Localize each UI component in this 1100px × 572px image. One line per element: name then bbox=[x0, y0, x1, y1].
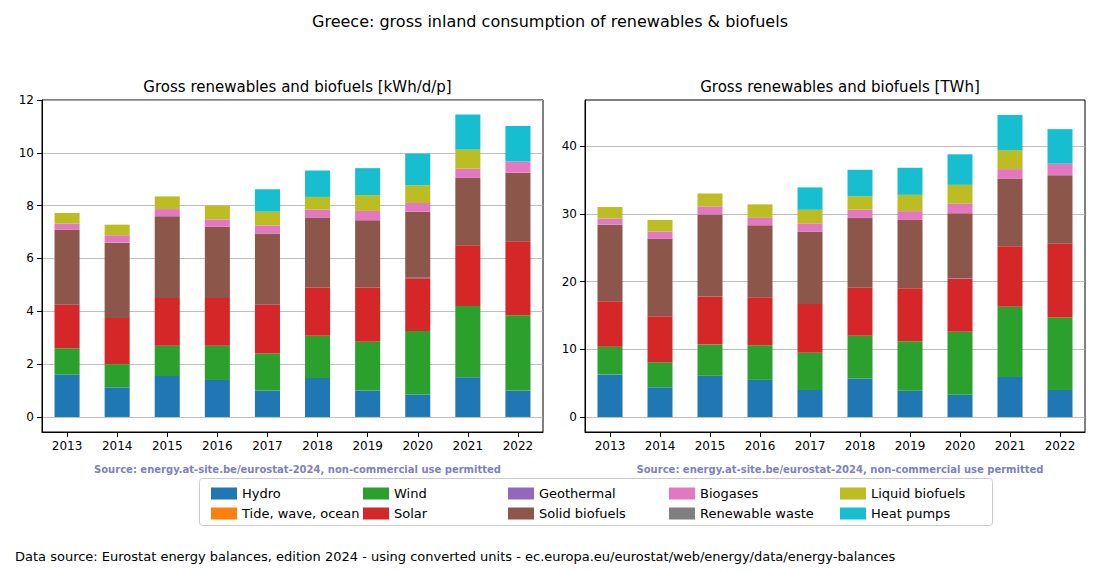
svg-text:10: 10 bbox=[562, 342, 577, 356]
svg-text:Gross renewables and biofuels: Gross renewables and biofuels [TWh] bbox=[700, 78, 980, 96]
svg-text:12: 12 bbox=[19, 93, 34, 107]
svg-text:2018: 2018 bbox=[302, 439, 333, 453]
svg-text:Hydro: Hydro bbox=[242, 486, 281, 501]
svg-text:6: 6 bbox=[26, 251, 34, 265]
svg-text:2019: 2019 bbox=[895, 439, 926, 453]
svg-text:Gross renewables and biofuels: Gross renewables and biofuels [kWh/d/p] bbox=[143, 78, 451, 96]
svg-text:Greece: gross inland consumpti: Greece: gross inland consumption of rene… bbox=[312, 12, 788, 31]
svg-text:Data source: Eurostat energy b: Data source: Eurostat energy balances, e… bbox=[15, 549, 896, 564]
svg-text:Wind: Wind bbox=[394, 486, 427, 501]
svg-text:2013: 2013 bbox=[595, 439, 626, 453]
svg-text:2022: 2022 bbox=[503, 439, 534, 453]
svg-text:2021: 2021 bbox=[995, 439, 1026, 453]
svg-text:2014: 2014 bbox=[102, 439, 133, 453]
svg-text:2022: 2022 bbox=[1045, 439, 1076, 453]
svg-text:Liquid biofuels: Liquid biofuels bbox=[871, 486, 966, 501]
svg-text:2013: 2013 bbox=[52, 439, 83, 453]
svg-text:0: 0 bbox=[569, 410, 577, 424]
svg-text:2018: 2018 bbox=[845, 439, 876, 453]
svg-text:Solid biofuels: Solid biofuels bbox=[539, 506, 626, 521]
svg-text:8: 8 bbox=[26, 199, 34, 213]
svg-text:10: 10 bbox=[19, 146, 34, 160]
svg-text:2016: 2016 bbox=[202, 439, 233, 453]
svg-text:2020: 2020 bbox=[945, 439, 976, 453]
svg-text:2015: 2015 bbox=[152, 439, 183, 453]
svg-text:2016: 2016 bbox=[745, 439, 776, 453]
svg-text:Source: energy.at-site.be/euro: Source: energy.at-site.be/eurostat-2024,… bbox=[637, 464, 1044, 475]
svg-text:40: 40 bbox=[562, 139, 577, 153]
svg-text:4: 4 bbox=[26, 304, 34, 318]
svg-text:2019: 2019 bbox=[352, 439, 383, 453]
svg-text:2020: 2020 bbox=[402, 439, 433, 453]
svg-text:Source: energy.at-site.be/euro: Source: energy.at-site.be/eurostat-2024,… bbox=[94, 464, 501, 475]
svg-text:2017: 2017 bbox=[252, 439, 283, 453]
svg-text:Tide, wave, ocean: Tide, wave, ocean bbox=[241, 506, 360, 521]
svg-text:2021: 2021 bbox=[453, 439, 484, 453]
svg-text:0: 0 bbox=[26, 410, 34, 424]
svg-text:20: 20 bbox=[562, 275, 577, 289]
svg-text:Geothermal: Geothermal bbox=[539, 486, 616, 501]
svg-text:Heat pumps: Heat pumps bbox=[871, 506, 950, 521]
svg-text:30: 30 bbox=[562, 207, 577, 221]
svg-text:Biogases: Biogases bbox=[700, 486, 758, 501]
svg-text:Renewable waste: Renewable waste bbox=[700, 506, 814, 521]
svg-text:2015: 2015 bbox=[695, 439, 726, 453]
svg-text:2014: 2014 bbox=[645, 439, 676, 453]
svg-text:Solar: Solar bbox=[394, 506, 428, 521]
svg-text:2: 2 bbox=[26, 357, 34, 371]
svg-text:2017: 2017 bbox=[795, 439, 826, 453]
